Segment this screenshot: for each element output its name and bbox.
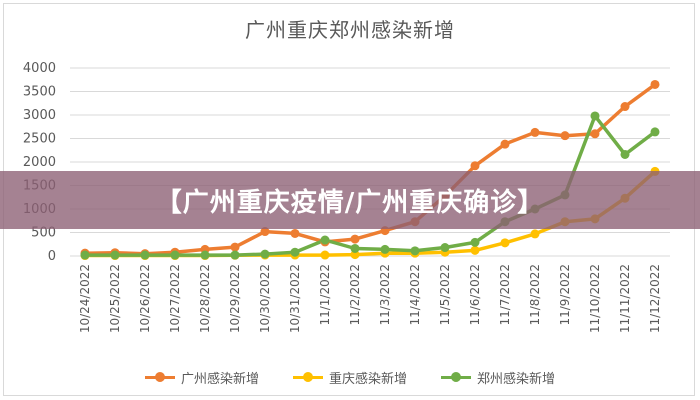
data-point: [590, 129, 600, 139]
overlay-banner: 【广州重庆疫情/广州重庆确诊】: [0, 171, 700, 229]
data-point: [320, 250, 330, 260]
banner-text: 【广州重庆疫情/广州重庆确诊】: [155, 187, 545, 218]
x-tick-label: 10/27/2022: [168, 264, 182, 333]
x-tick-label: 10/31/2022: [288, 264, 302, 333]
data-point: [440, 243, 450, 253]
y-tick-label: 0: [48, 249, 56, 264]
data-point: [110, 250, 120, 260]
x-tick-label: 11/7/2022: [498, 264, 512, 326]
data-point: [650, 79, 660, 89]
data-point: [320, 235, 330, 245]
data-point: [290, 228, 300, 238]
legend-swatch: [441, 372, 471, 382]
legend-label: 重庆感染新增: [328, 372, 407, 387]
y-tick-label: 3000: [23, 108, 56, 123]
x-tick-label: 11/12/2022: [648, 264, 662, 333]
data-point: [590, 111, 600, 121]
y-tick-label: 3500: [23, 85, 56, 100]
legend-label: 郑州感染新增: [477, 372, 556, 387]
data-point: [620, 149, 630, 159]
data-point: [470, 237, 480, 247]
data-point: [260, 227, 270, 237]
x-tick-label: 11/6/2022: [468, 264, 482, 326]
x-tick-label: 10/25/2022: [108, 264, 122, 333]
legend-swatch: [292, 372, 323, 382]
data-point: [530, 127, 540, 137]
x-tick-label: 11/9/2022: [558, 264, 572, 326]
data-point: [260, 249, 270, 259]
data-point: [470, 245, 480, 255]
series-line-0: [84, 83, 657, 256]
x-axis-ticks: 10/24/2022 10/25/2022 10/26/2022 10/27/2022…: [78, 264, 662, 333]
x-tick-label: 11/2/2022: [348, 264, 362, 326]
x-tick-label: 11/3/2022: [378, 264, 392, 326]
series-points: [80, 79, 660, 261]
x-tick-label: 11/10/2022: [588, 264, 602, 333]
data-point: [80, 250, 90, 260]
x-tick-label: 11/1/2022: [318, 264, 332, 326]
y-axis-ticks: 05001000150020002500300035004000: [23, 61, 56, 264]
x-tick-label: 10/24/2022: [78, 264, 92, 333]
y-tick-label: 4000: [23, 61, 56, 76]
x-tick-label: 11/11/2022: [618, 264, 632, 333]
x-tick-label: 11/5/2022: [438, 264, 452, 326]
x-tick-label: 10/29/2022: [228, 264, 242, 333]
legend: 广州感染新增 重庆感染新增 郑州感染新增: [0, 368, 700, 387]
data-point: [620, 102, 630, 112]
data-point: [290, 247, 300, 257]
series-lines: [84, 83, 657, 258]
y-tick-label: 500: [31, 226, 56, 241]
legend-item-0: 广州感染新增: [144, 368, 259, 387]
data-point: [170, 250, 180, 260]
x-tick-label: 11/8/2022: [528, 264, 542, 326]
data-point: [380, 244, 390, 254]
legend-label: 广州感染新增: [180, 372, 259, 387]
chart-title: 广州重庆郑州感染新增: [245, 18, 455, 42]
data-point: [500, 238, 510, 248]
legend-item-2: 郑州感染新增: [441, 368, 555, 387]
data-point: [650, 127, 660, 137]
data-point: [350, 234, 360, 244]
data-point: [140, 250, 150, 260]
x-tick-label: 11/4/2022: [408, 264, 422, 326]
data-point: [560, 131, 570, 141]
data-point: [470, 161, 480, 171]
data-point: [230, 242, 240, 252]
y-tick-label: 2000: [23, 155, 56, 170]
data-point: [410, 246, 420, 256]
data-point: [200, 250, 210, 260]
x-tick-label: 10/26/2022: [138, 264, 152, 333]
data-point: [500, 139, 510, 149]
x-tick-label: 10/30/2022: [258, 264, 272, 333]
legend-swatch: [144, 372, 175, 382]
data-point: [350, 243, 360, 253]
data-point: [530, 229, 540, 239]
legend-item-1: 重庆感染新增: [292, 368, 407, 387]
y-tick-label: 2500: [23, 132, 56, 147]
x-tick-label: 10/28/2022: [198, 264, 212, 333]
data-point: [230, 250, 240, 260]
